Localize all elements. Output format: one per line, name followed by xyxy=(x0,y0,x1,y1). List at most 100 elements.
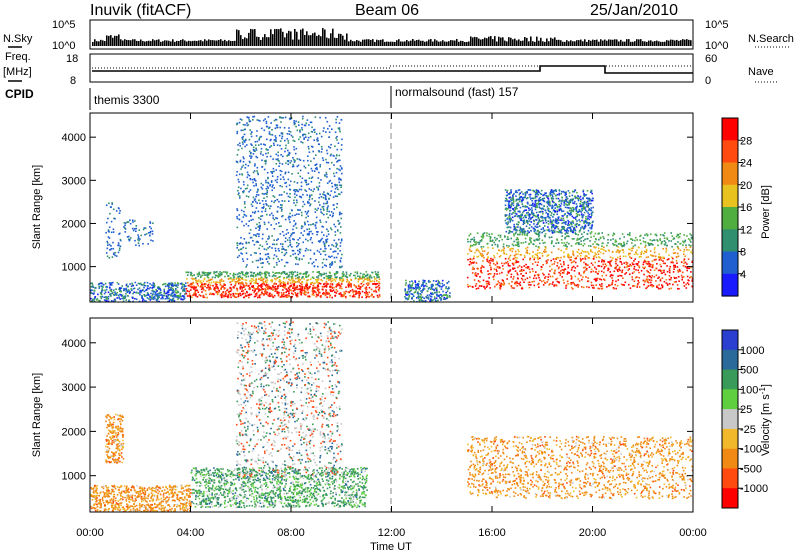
echo-cell xyxy=(475,283,478,285)
echo-cell xyxy=(126,236,129,238)
echo-cell xyxy=(114,254,116,257)
echo-cell xyxy=(674,266,677,268)
echo-cell xyxy=(590,199,593,202)
echo-cell xyxy=(118,290,121,292)
echo-cell xyxy=(93,299,95,301)
echo-cell xyxy=(280,121,282,123)
echo-cell xyxy=(352,291,354,294)
echo-cell xyxy=(577,210,579,213)
echo-cell xyxy=(587,215,589,217)
echo-cell xyxy=(562,215,564,217)
echo-cell xyxy=(653,259,656,261)
echo-cell xyxy=(508,226,510,228)
echo-cell xyxy=(440,295,443,298)
echo-cell xyxy=(649,269,652,271)
echo-cell xyxy=(303,290,306,293)
echo-cell xyxy=(129,238,131,241)
echo-cell xyxy=(327,275,330,277)
echo-cell xyxy=(239,276,242,279)
echo-cell xyxy=(683,248,686,251)
echo-cell xyxy=(479,239,482,242)
nsky-bar xyxy=(224,39,226,46)
echo-cell xyxy=(510,198,512,200)
echo-cell xyxy=(278,279,281,281)
nsky-bar xyxy=(522,40,524,46)
nsky-bar xyxy=(250,28,252,46)
echo-cell xyxy=(235,273,237,276)
echo-cell xyxy=(529,258,531,261)
echo-cell xyxy=(551,206,553,208)
echo-cell xyxy=(528,286,531,289)
echo-cell xyxy=(584,201,586,204)
echo-cell xyxy=(371,283,374,285)
echo-cell xyxy=(294,204,297,207)
nsky-bar xyxy=(148,40,150,46)
echo-cell xyxy=(319,253,322,255)
echo-cell xyxy=(673,268,675,270)
echo-cell xyxy=(329,262,332,265)
echo-cell xyxy=(528,252,531,255)
echo-cell xyxy=(240,277,243,280)
nsky-bar xyxy=(652,41,654,46)
echo-cell xyxy=(551,225,553,228)
echo-cell xyxy=(535,245,537,248)
echo-cell xyxy=(580,200,582,203)
echo-cell xyxy=(477,255,480,258)
echo-cell xyxy=(255,252,257,254)
echo-cell xyxy=(143,284,145,287)
echo-cell xyxy=(288,130,290,132)
echo-cell xyxy=(505,214,508,216)
echo-cell xyxy=(551,222,554,225)
echo-cell xyxy=(507,257,510,260)
echo-cell xyxy=(592,264,594,266)
echo-cell xyxy=(646,286,648,289)
echo-cell xyxy=(489,262,492,264)
station-title: Inuvik (fitACF) xyxy=(90,2,191,19)
echo-cell xyxy=(523,219,526,222)
echo-cell xyxy=(327,277,329,279)
echo-cell xyxy=(510,199,513,202)
echo-cell xyxy=(325,202,327,205)
echo-cell xyxy=(677,271,680,273)
echo-cell xyxy=(524,256,526,259)
nsky-bar xyxy=(576,40,578,46)
echo-cell xyxy=(520,215,523,218)
echo-cell xyxy=(499,288,502,290)
echo-cell xyxy=(509,221,511,223)
nsky-bar xyxy=(298,39,300,46)
echo-cell xyxy=(320,238,322,241)
nsky-bar xyxy=(208,39,210,46)
echo-cell xyxy=(482,234,484,236)
echo-cell xyxy=(287,140,290,142)
echo-cell xyxy=(355,292,358,295)
echo-cell xyxy=(158,300,160,302)
echo-cell xyxy=(663,235,665,237)
echo-cell xyxy=(557,228,560,230)
echo-cell xyxy=(622,277,624,279)
echo-cell xyxy=(163,283,165,285)
echo-cell xyxy=(564,268,567,271)
echo-cell xyxy=(570,223,573,226)
echo-cell xyxy=(550,242,553,245)
echo-cell xyxy=(238,195,241,197)
echo-cell xyxy=(315,291,317,294)
echo-cell xyxy=(223,295,225,298)
echo-cell xyxy=(171,295,174,298)
echo-cell xyxy=(587,217,589,219)
echo-cell xyxy=(105,252,108,254)
echo-cell xyxy=(135,227,137,230)
echo-cell xyxy=(106,255,109,258)
echo-cell xyxy=(553,204,556,207)
echo-cell xyxy=(585,269,588,271)
echo-cell xyxy=(291,292,293,295)
echo-cell xyxy=(672,261,674,264)
echo-cell xyxy=(253,291,255,294)
echo-cell xyxy=(497,267,500,269)
echo-cell xyxy=(257,282,259,285)
echo-cell xyxy=(541,266,543,268)
nsky-bar xyxy=(416,39,418,46)
echo-cell xyxy=(108,243,111,246)
echo-cell xyxy=(511,203,513,205)
echo-cell xyxy=(623,245,625,247)
echo-cell xyxy=(193,288,195,290)
